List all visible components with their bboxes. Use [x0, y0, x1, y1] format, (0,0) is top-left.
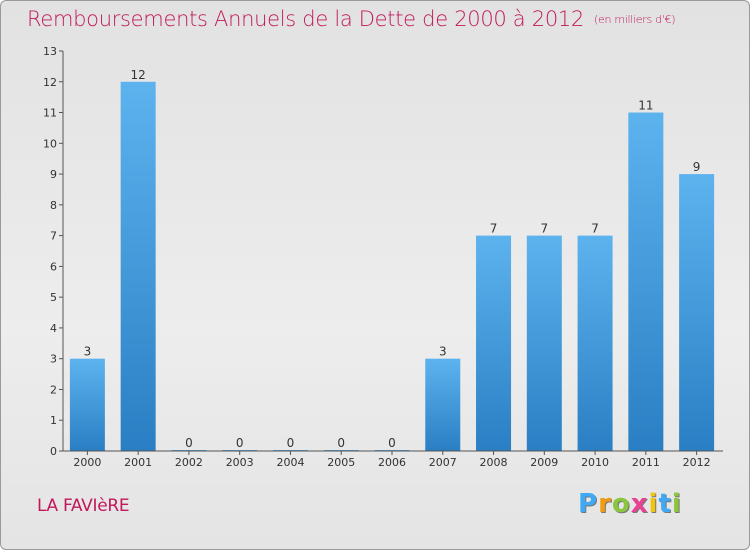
- x-tick-label: 2008: [480, 456, 508, 469]
- chart-title: Remboursements Annuels de la Dette de 20…: [27, 7, 675, 31]
- bar: [476, 235, 512, 451]
- data-label: 0: [388, 436, 396, 450]
- y-tick-label: 8: [50, 199, 57, 212]
- y-tick-label: 9: [50, 168, 57, 181]
- y-tick-label: 5: [50, 291, 57, 304]
- y-tick-label: 2: [50, 383, 57, 396]
- y-tick-label: 4: [50, 322, 57, 335]
- x-tick-label: 2001: [124, 456, 152, 469]
- y-tick-label: 6: [50, 260, 57, 273]
- data-label: 0: [337, 436, 345, 450]
- x-tick-label: 2003: [226, 456, 254, 469]
- data-label: 3: [439, 345, 447, 359]
- x-tick-label: 2007: [429, 456, 457, 469]
- x-tick-label: 2012: [683, 456, 711, 469]
- x-tick-label: 2011: [632, 456, 660, 469]
- y-tick-label: 10: [43, 137, 57, 150]
- logo-letter: P: [578, 489, 599, 519]
- y-tick-label: 11: [43, 107, 57, 120]
- y-tick-label: 7: [50, 230, 57, 243]
- bar: [526, 235, 562, 451]
- y-tick-label: 13: [43, 45, 57, 58]
- bar: [425, 358, 461, 451]
- bar: [679, 174, 715, 452]
- chart-title-text: Remboursements Annuels de la Dette de 20…: [27, 7, 584, 31]
- data-label: 9: [693, 160, 701, 174]
- y-tick-label: 12: [43, 76, 57, 89]
- y-tick-label: 1: [50, 414, 57, 427]
- bar: [577, 235, 613, 451]
- data-label: 7: [490, 222, 498, 236]
- y-tick-label: 0: [50, 445, 57, 458]
- y-tick-label: 3: [50, 353, 57, 366]
- x-tick-label: 2010: [581, 456, 609, 469]
- bar: [120, 81, 156, 452]
- x-tick-label: 2005: [327, 456, 355, 469]
- data-label: 7: [591, 222, 599, 236]
- data-label: 3: [84, 345, 92, 359]
- logo-letter: r: [598, 489, 612, 519]
- x-tick-label: 2000: [73, 456, 101, 469]
- logo-letter: x: [630, 489, 649, 519]
- proxiti-logo: Proxiti: [578, 489, 682, 519]
- logo-letter: o: [611, 489, 631, 519]
- x-tick-label: 2004: [276, 456, 304, 469]
- logo-letter: i: [648, 489, 659, 519]
- data-label: 0: [287, 436, 295, 450]
- bar: [628, 112, 664, 452]
- data-label: 0: [236, 436, 244, 450]
- commune-name: LA FAVIèRE: [37, 496, 130, 516]
- x-tick-label: 2009: [530, 456, 558, 469]
- data-label: 0: [185, 436, 193, 450]
- x-tick-label: 2002: [175, 456, 203, 469]
- x-tick-label: 2006: [378, 456, 406, 469]
- chart-unit: (en milliers d'€): [594, 13, 676, 26]
- bar: [69, 358, 105, 451]
- data-label: 7: [540, 222, 548, 236]
- data-label: 12: [131, 68, 146, 82]
- logo-letter: t: [658, 489, 672, 519]
- data-label: 11: [638, 99, 653, 113]
- logo-letter: i: [671, 489, 682, 519]
